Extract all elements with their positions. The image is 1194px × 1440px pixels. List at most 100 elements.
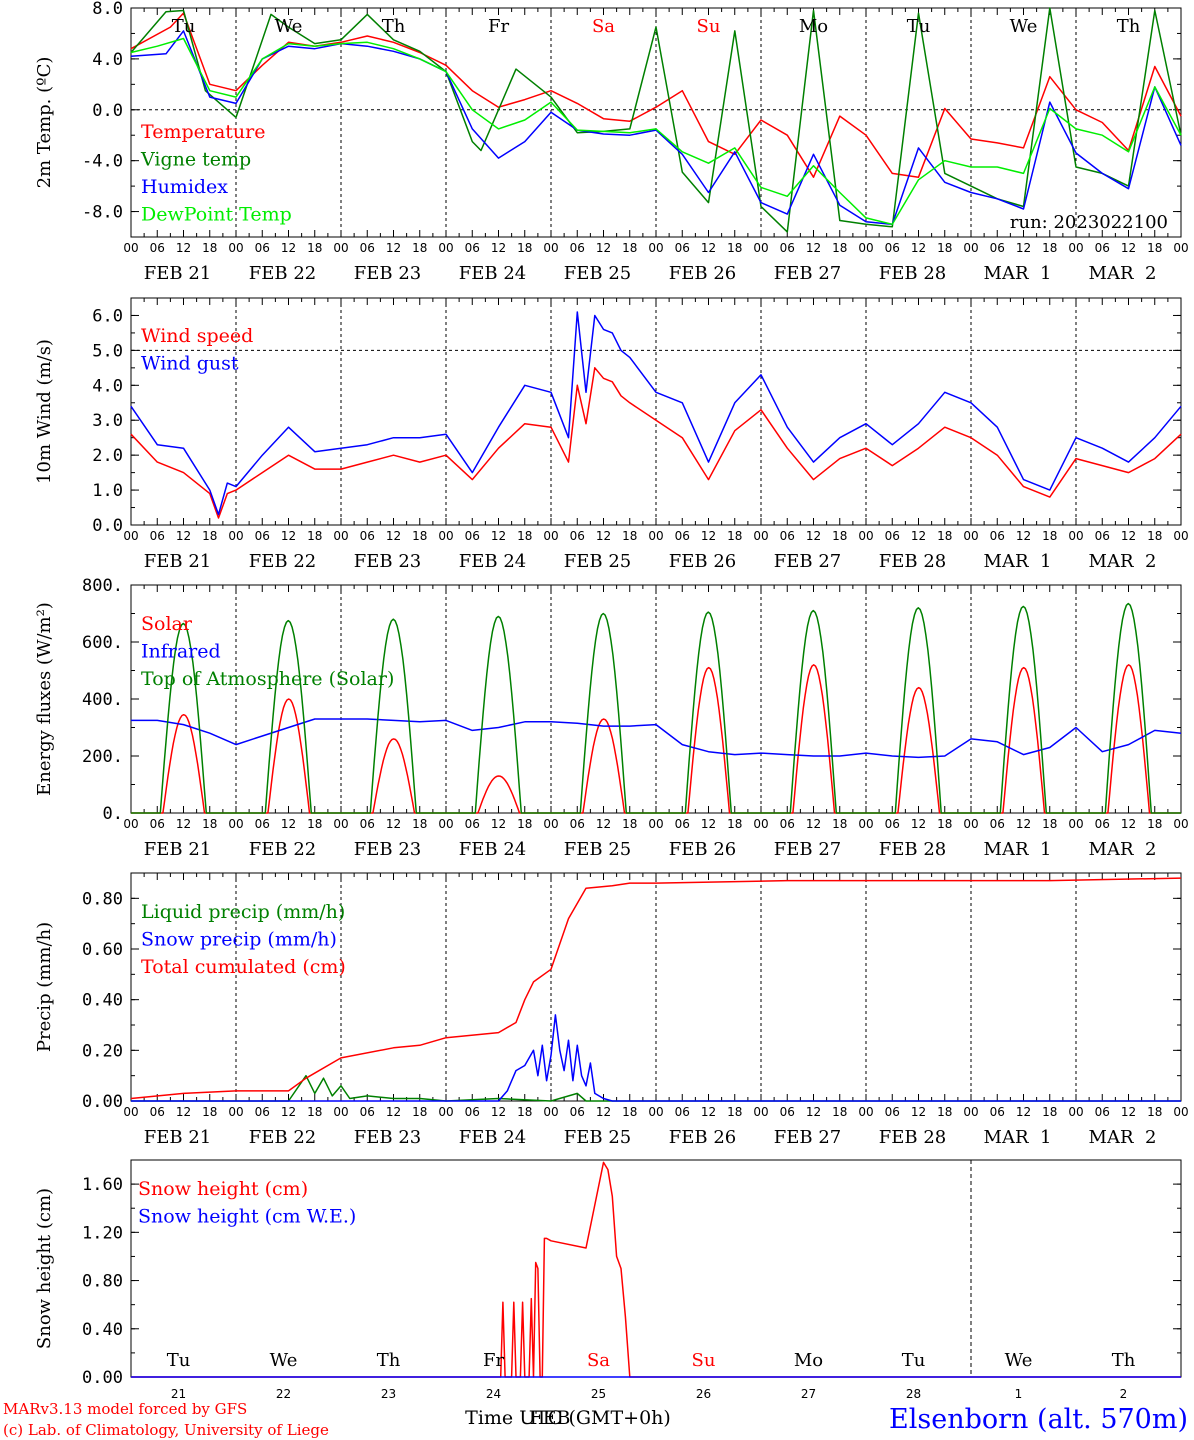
hour-tick-label: 12 [911, 1105, 926, 1119]
date-label: FEB 27 [774, 1127, 841, 1148]
y-axis-label: 10m Wind (m/s) [34, 339, 55, 484]
y-tick-label: 200. [82, 747, 123, 767]
series-line-snow-precip-mm-h- [131, 1014, 1181, 1102]
hour-tick-label: 00 [438, 241, 453, 255]
hour-tick-label: 00 [753, 1105, 768, 1119]
series-line-top-of-atmosphere-solar- [131, 602, 1181, 814]
hour-tick-label: 00 [963, 1105, 978, 1119]
hour-tick-label: 18 [412, 241, 427, 255]
hour-tick-label: 12 [491, 1105, 506, 1119]
day-number: 21 [171, 1387, 186, 1401]
legend-label: Liquid precip (mm/h) [141, 901, 345, 923]
hour-tick-label: 00 [543, 241, 558, 255]
hour-tick-label: 12 [911, 817, 926, 831]
y-tick-label: 6.0 [92, 306, 123, 326]
hour-tick-label: 18 [307, 1105, 322, 1119]
hour-tick-label: 06 [255, 241, 270, 255]
precip-panel: 0.80 0.60 0.40 0.20 0.00 Precip (mm/h) Liquid … [34, 872, 1189, 1148]
hour-tick-label: 06 [675, 529, 690, 543]
date-label: FEB 22 [249, 263, 316, 284]
hour-tick-label: 00 [858, 1105, 873, 1119]
hour-tick-label: 18 [412, 1105, 427, 1119]
date-label: MAR 1 [984, 839, 1052, 860]
hour-tick-label: 06 [255, 529, 270, 543]
weekday-label: Fr [483, 1350, 504, 1371]
weekday-label: Th [1117, 16, 1141, 37]
hour-tick-label: 12 [806, 817, 821, 831]
date-label: FEB 25 [564, 1127, 631, 1148]
time-axis-label-overlay: FEB [529, 1407, 570, 1429]
weekday-label: We [1005, 1350, 1033, 1371]
hour-tick-label: 12 [701, 241, 716, 255]
date-label: FEB 21 [144, 1127, 211, 1148]
hour-tick-label: 18 [1147, 529, 1162, 543]
hour-tick-label: 00 [333, 241, 348, 255]
hour-tick-label: 00 [228, 529, 243, 543]
date-label: FEB 26 [669, 263, 736, 284]
run-annotation: run: 2023022100 [1010, 212, 1168, 233]
series-line-vigne-temp [130, 7, 1182, 233]
weekday-label: Th [382, 16, 406, 37]
hour-tick-label: 12 [176, 817, 191, 831]
hour-tick-label: 18 [1147, 817, 1162, 831]
weekday-label: Tu [902, 1350, 926, 1371]
hour-tick-label: 00 [1173, 817, 1188, 831]
legend-label: Top of Atmosphere (Solar) [141, 668, 394, 690]
hour-tick-label: 12 [701, 1105, 716, 1119]
hour-tick-label: 06 [990, 241, 1005, 255]
hour-tick-label: 18 [412, 529, 427, 543]
hour-tick-label: 12 [911, 529, 926, 543]
date-label: FEB 27 [774, 263, 841, 284]
hour-tick-label: 12 [281, 241, 296, 255]
date-label: FEB 22 [249, 1127, 316, 1148]
y-tick-label: 1.60 [82, 1175, 123, 1195]
series-line-humidex [130, 30, 1182, 226]
hour-tick-label: 00 [438, 529, 453, 543]
hour-tick-label: 18 [517, 817, 532, 831]
day-number: 22 [276, 1387, 291, 1401]
legend-label: Infrared [141, 641, 221, 663]
legend-label: Solar [141, 613, 193, 635]
hour-tick-label: 00 [438, 817, 453, 831]
hour-tick-label: 00 [123, 817, 138, 831]
hour-tick-label: 06 [150, 817, 165, 831]
hour-tick-label: 06 [675, 241, 690, 255]
day-number: 28 [906, 1387, 921, 1401]
day-number: 26 [696, 1387, 711, 1401]
date-label: FEB 25 [564, 263, 631, 284]
date-label: FEB 24 [459, 1127, 526, 1148]
hour-tick-label: 06 [465, 1105, 480, 1119]
y-tick-label: -8.0 [82, 203, 123, 223]
hour-tick-label: 12 [1016, 1105, 1031, 1119]
hour-tick-label: 00 [228, 241, 243, 255]
hour-tick-label: 06 [780, 817, 795, 831]
hour-tick-label: 18 [832, 241, 847, 255]
y-tick-label: 4.0 [92, 376, 123, 396]
hour-tick-label: 12 [386, 241, 401, 255]
date-label: FEB 28 [879, 839, 946, 860]
hour-tick-label: 00 [228, 1105, 243, 1119]
series-line-total-cumulated-cm- [130, 877, 1182, 1100]
weekday-label: We [270, 1350, 298, 1371]
hour-tick-label: 00 [753, 529, 768, 543]
hour-tick-label: 00 [753, 241, 768, 255]
hour-tick-label: 18 [622, 241, 637, 255]
hour-tick-label: 06 [885, 241, 900, 255]
hour-tick-label: 18 [937, 529, 952, 543]
y-tick-label: 5.0 [92, 341, 123, 361]
y-tick-label: 0.0 [92, 516, 123, 536]
hour-tick-label: 00 [123, 1105, 138, 1119]
hour-tick-label: 06 [990, 1105, 1005, 1119]
hour-tick-label: 12 [386, 817, 401, 831]
series-line-liquid-precip-mm-h- [131, 1074, 1181, 1102]
hour-tick-label: 12 [911, 241, 926, 255]
date-label: FEB 26 [669, 1127, 736, 1148]
hour-tick-label: 12 [1121, 817, 1136, 831]
legend-label: Wind speed [141, 325, 253, 347]
hour-tick-label: 18 [622, 1105, 637, 1119]
legend-label: Total cumulated (cm) [141, 956, 346, 978]
hour-tick-label: 06 [360, 817, 375, 831]
hour-tick-label: 12 [1016, 817, 1031, 831]
weekday-label: We [1010, 16, 1038, 37]
